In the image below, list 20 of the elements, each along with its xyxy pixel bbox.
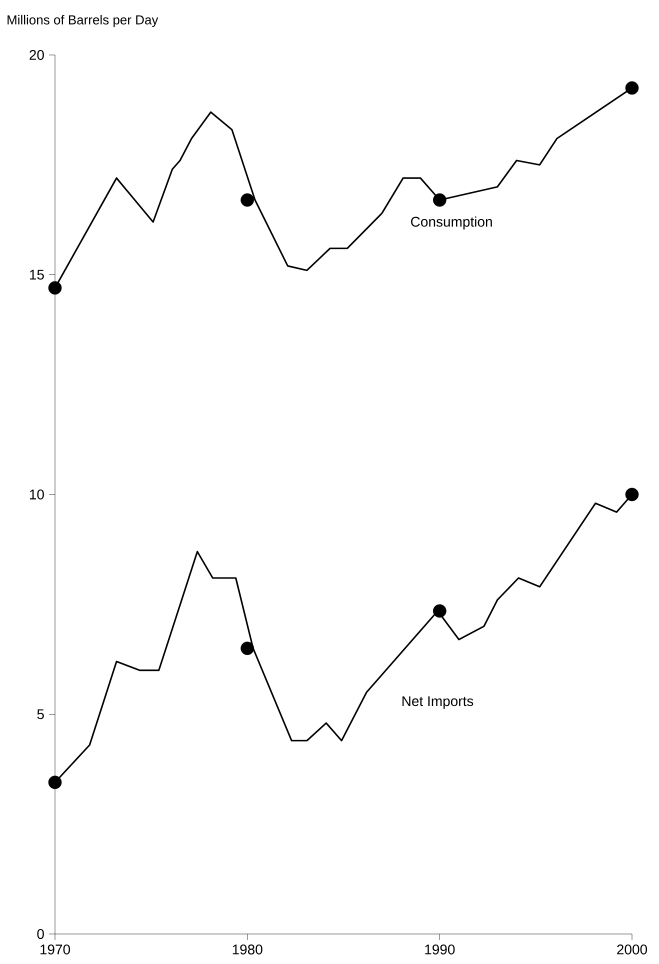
y-axis-title: Millions of Barrels per Day (8, 14, 158, 28)
point (48, 776, 62, 790)
series-label: Consumption (411, 216, 492, 230)
y-tick-label: 20 (30, 50, 44, 60)
y-tick-label: 15 (30, 270, 44, 280)
point (48, 281, 62, 295)
point (625, 488, 639, 502)
point (240, 193, 254, 207)
text: Net Imports (402, 696, 474, 709)
point (625, 81, 639, 95)
point (432, 193, 446, 207)
y-tick-label: 10 (30, 490, 44, 500)
point (432, 604, 446, 618)
y-tick-label: 0 (37, 929, 44, 939)
x-tick-label: 2000 (617, 944, 648, 954)
point (240, 642, 254, 656)
y-tick-label: 5 (37, 709, 44, 720)
x-tick-label: 1980 (232, 944, 262, 954)
x-tick-label: 1990 (425, 944, 455, 954)
x-tick-label: 1970 (40, 944, 70, 954)
